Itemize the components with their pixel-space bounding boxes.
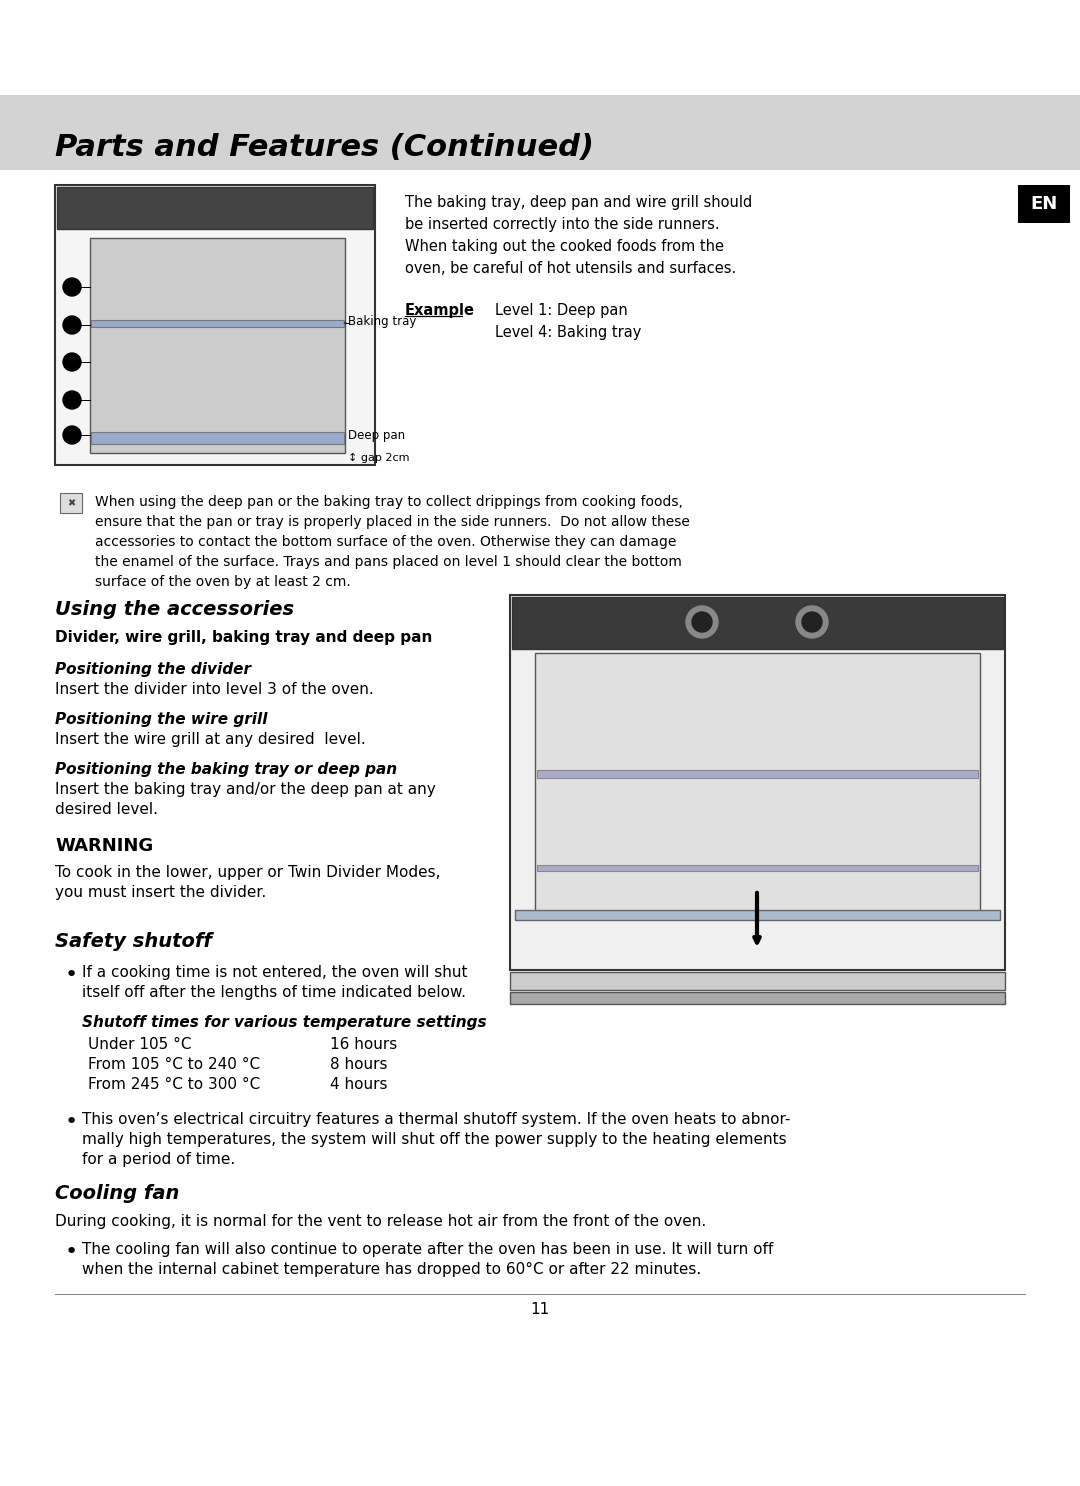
Text: Divider, wire grill, baking tray and deep pan: Divider, wire grill, baking tray and dee…	[55, 630, 432, 645]
Text: From 105 °C to 240 °C: From 105 °C to 240 °C	[87, 1057, 260, 1071]
Text: be inserted correctly into the side runners.: be inserted correctly into the side runn…	[405, 217, 719, 232]
Text: surface of the oven by at least 2 cm.: surface of the oven by at least 2 cm.	[95, 575, 351, 588]
Text: 2: 2	[69, 395, 76, 406]
Bar	[60, 493, 82, 513]
Text: the enamel of the surface. Trays and pans placed on level 1 should clear the bot: the enamel of the surface. Trays and pan…	[95, 554, 681, 569]
Circle shape	[796, 606, 828, 637]
Text: •: •	[65, 964, 78, 985]
Text: If a cooking time is not entered, the oven will shut: If a cooking time is not entered, the ov…	[82, 964, 468, 979]
Text: Parts and Features (Continued): Parts and Features (Continued)	[55, 134, 594, 162]
Text: Insert the wire grill at any desired  level.: Insert the wire grill at any desired lev…	[55, 733, 366, 747]
Circle shape	[63, 426, 81, 444]
Circle shape	[686, 606, 718, 637]
Text: Shutoff times for various temperature settings: Shutoff times for various temperature se…	[82, 1015, 487, 1030]
Text: Level 1: Deep pan: Level 1: Deep pan	[495, 303, 627, 318]
Text: Positioning the divider: Positioning the divider	[55, 661, 251, 678]
Bar	[510, 972, 1005, 990]
Text: 5: 5	[69, 282, 76, 293]
Text: Example: Example	[405, 303, 475, 318]
Text: for a period of time.: for a period of time.	[82, 1152, 235, 1167]
Text: EN: EN	[1030, 195, 1057, 212]
Text: To cook in the lower, upper or Twin Divider Modes,: To cook in the lower, upper or Twin Divi…	[55, 865, 441, 880]
Bar	[55, 184, 375, 465]
Text: WARNING: WARNING	[55, 837, 153, 854]
Text: When taking out the cooked foods from the: When taking out the cooked foods from th…	[405, 239, 724, 254]
Text: •: •	[65, 1242, 78, 1262]
Text: 1: 1	[69, 429, 76, 440]
Text: 4: 4	[69, 319, 76, 330]
Bar	[90, 238, 345, 453]
Bar	[515, 909, 1000, 920]
Bar	[0, 95, 1080, 169]
Bar	[510, 993, 1005, 1005]
Text: Baking tray: Baking tray	[348, 315, 417, 328]
Text: desired level.: desired level.	[55, 802, 158, 817]
Text: when the internal cabinet temperature has dropped to 60°C or after 22 minutes.: when the internal cabinet temperature ha…	[82, 1262, 701, 1276]
Text: Using the accessories: Using the accessories	[55, 600, 294, 620]
Text: you must insert the divider.: you must insert the divider.	[55, 886, 267, 901]
Text: 11: 11	[530, 1302, 550, 1317]
Text: ✖: ✖	[67, 498, 76, 508]
Circle shape	[63, 278, 81, 296]
Text: 3: 3	[69, 357, 76, 367]
Bar	[91, 319, 345, 327]
Text: The baking tray, deep pan and wire grill should: The baking tray, deep pan and wire grill…	[405, 195, 753, 210]
Bar	[510, 594, 1005, 970]
Circle shape	[802, 612, 822, 632]
Text: mally high temperatures, the system will shut off the power supply to the heatin: mally high temperatures, the system will…	[82, 1132, 786, 1147]
Circle shape	[63, 317, 81, 334]
Text: Cooling fan: Cooling fan	[55, 1184, 179, 1204]
Text: Insert the baking tray and/or the deep pan at any: Insert the baking tray and/or the deep p…	[55, 782, 435, 796]
Text: During cooking, it is normal for the vent to release hot air from the front of t: During cooking, it is normal for the ven…	[55, 1214, 706, 1229]
Circle shape	[63, 391, 81, 409]
Bar	[537, 865, 978, 871]
Text: •: •	[65, 1112, 78, 1132]
Bar	[535, 652, 980, 918]
Bar	[512, 597, 1003, 649]
Text: The cooling fan will also continue to operate after the oven has been in use. It: The cooling fan will also continue to op…	[82, 1242, 773, 1257]
Text: This oven’s electrical circuitry features a thermal shutoff system. If the oven : This oven’s electrical circuitry feature…	[82, 1112, 791, 1126]
Bar	[1018, 184, 1070, 223]
Text: Level 4: Baking tray: Level 4: Baking tray	[495, 325, 642, 340]
Bar	[57, 187, 373, 229]
Text: Positioning the wire grill: Positioning the wire grill	[55, 712, 268, 727]
Text: Positioning the baking tray or deep pan: Positioning the baking tray or deep pan	[55, 762, 397, 777]
Text: From 245 °C to 300 °C: From 245 °C to 300 °C	[87, 1077, 260, 1092]
Text: 4 hours: 4 hours	[330, 1077, 388, 1092]
Text: Under 105 °C: Under 105 °C	[87, 1037, 191, 1052]
Text: oven, be careful of hot utensils and surfaces.: oven, be careful of hot utensils and sur…	[405, 262, 737, 276]
Text: accessories to contact the bottom surface of the oven. Otherwise they can damage: accessories to contact the bottom surfac…	[95, 535, 676, 548]
Bar	[537, 770, 978, 779]
Text: 16 hours: 16 hours	[330, 1037, 397, 1052]
Circle shape	[63, 354, 81, 372]
Circle shape	[692, 612, 712, 632]
Text: Insert the divider into level 3 of the oven.: Insert the divider into level 3 of the o…	[55, 682, 374, 697]
Bar	[91, 432, 345, 444]
Text: When using the deep pan or the baking tray to collect drippings from cooking foo: When using the deep pan or the baking tr…	[95, 495, 683, 510]
Text: Deep pan: Deep pan	[348, 429, 405, 443]
Text: Safety shutoff: Safety shutoff	[55, 932, 212, 951]
Text: ↕ gap 2cm: ↕ gap 2cm	[348, 453, 409, 464]
Text: 8 hours: 8 hours	[330, 1057, 388, 1071]
Text: itself off after the lengths of time indicated below.: itself off after the lengths of time ind…	[82, 985, 465, 1000]
Text: ensure that the pan or tray is properly placed in the side runners.  Do not allo: ensure that the pan or tray is properly …	[95, 516, 690, 529]
